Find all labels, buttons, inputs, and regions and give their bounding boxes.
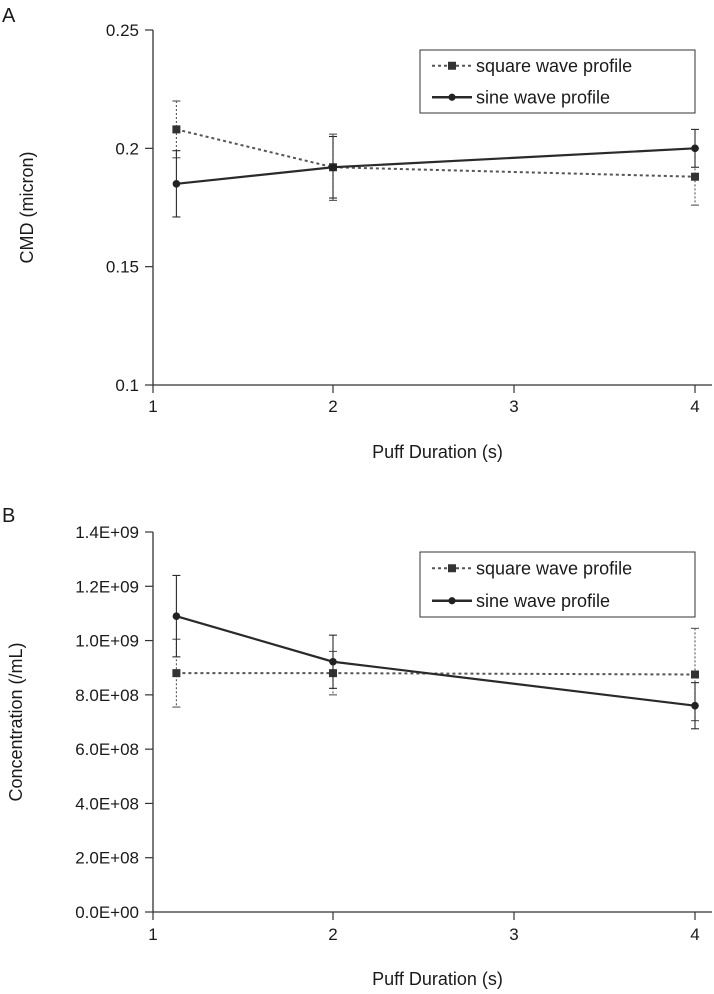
series-line-sine-wave [176,615,696,707]
data-point-circle [172,612,181,620]
y-tick-label: 0.1 [115,376,139,395]
x-tick-label: 3 [509,925,518,944]
legend-swatch-marker [448,93,456,101]
y-tick-label: 1.2E+09 [75,577,139,596]
data-point-square [172,125,181,134]
y-tick-label: 0.25 [106,21,139,40]
data-point-circle [691,701,699,710]
x-tick-label: 1 [148,925,157,944]
x-axis-title: Puff Duration (s) [372,969,503,989]
y-axis-title: CMD (micron) [17,152,37,264]
data-point-square [172,669,181,678]
panel-a: A 0.1 0.15 0.2 0.25 1 2 3 4 Puff Duration (s) CMD… [2,5,712,462]
y-tick-label: 0.2 [115,139,139,158]
legend-box [419,49,696,114]
legend-label: sine wave profile [476,87,610,107]
x-tick-label: 4 [690,397,699,416]
y-tick-label: 2.0E+08 [75,849,139,868]
y-tick-label: 4.0E+08 [75,794,139,813]
data-point-circle [329,163,337,172]
y-tick-label: 0.15 [106,258,139,277]
panel-b-letter: B [2,505,15,527]
y-tick-label: 1.0E+09 [75,632,139,651]
data-point-circle [329,657,337,666]
data-point-circle [691,144,699,153]
y-axis-title: Concentration (/mL) [6,642,26,801]
x-axis-title: Puff Duration (s) [372,442,503,462]
panel-b: B 0.0E+00 2.0E+08 4.0E+08 6.0E+08 8.0E+08 1.0… [2,505,712,989]
x-tick-label: 1 [148,397,157,416]
y-tick-label: 6.0E+08 [75,740,139,759]
y-tick-label: 0.0E+00 [75,903,139,922]
series-line-square-wave [176,128,696,178]
panel-a-letter: A [2,5,16,27]
legend-label: sine wave profile [476,591,610,611]
x-tick-label: 2 [328,397,337,416]
x-tick-label: 2 [328,925,337,944]
legend-swatch-marker [448,597,456,605]
legend-swatch-marker [448,61,456,70]
data-point-circle [172,180,181,188]
legend-box [419,551,696,618]
legend-label: square wave profile [476,56,632,76]
y-tick-label: 1.4E+09 [75,523,139,542]
legend-label: square wave profile [476,558,632,578]
series-line-sine-wave [176,147,696,185]
legend-swatch-marker [448,564,456,573]
x-tick-label: 3 [509,397,518,416]
x-tick-label: 4 [690,925,699,944]
data-point-square [691,172,699,181]
y-tick-label: 8.0E+08 [75,686,139,705]
data-point-square [691,670,699,679]
